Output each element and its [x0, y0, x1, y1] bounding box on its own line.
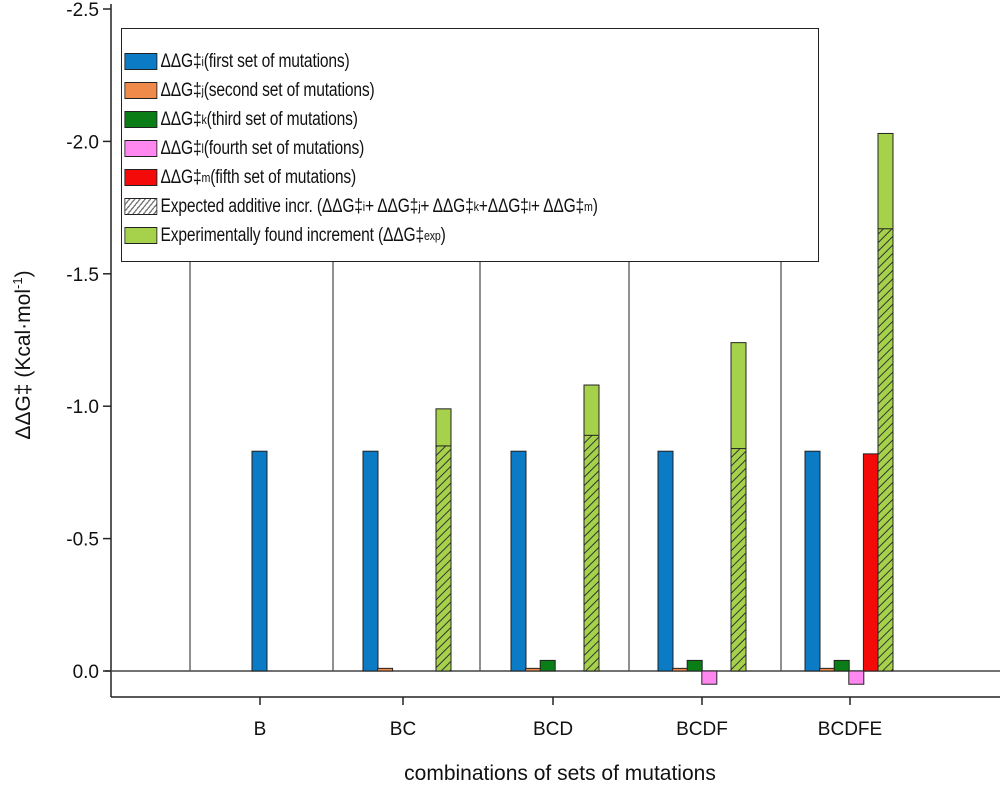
- legend-text: + ΔΔG‡: [530, 195, 585, 217]
- bar-series2-bcdfe: [819, 667, 836, 672]
- x-tick-label-b: B: [254, 719, 267, 740]
- legend-text: ): [440, 224, 446, 246]
- legend-item-1: ΔΔG‡ i (first set of mutations): [122, 47, 693, 76]
- legend-text: ΔΔG‡: [160, 108, 202, 130]
- bar-expected-additive-bcd: [583, 434, 600, 672]
- legend-text: ΔΔG‡: [160, 79, 202, 101]
- legend-text: + ΔΔG‡: [365, 195, 419, 217]
- legend-text: ΔΔG‡: [160, 166, 202, 188]
- y-label-end: ): [12, 270, 35, 277]
- y-tick-label: -1.0: [66, 397, 99, 418]
- legend-swatch: [124, 111, 158, 128]
- legend-text: +ΔΔG‡: [478, 195, 529, 217]
- bar-series4-bcdf: [701, 670, 718, 685]
- legend: ΔΔG‡ i (first set of mutations) ΔΔG‡ j (sec…: [121, 28, 819, 262]
- bar-series3-bcdf: [686, 659, 703, 672]
- bar-series4-bcdfe: [848, 670, 865, 685]
- legend-item-6: Expected additive incr. (ΔΔG‡ i + ΔΔG‡ j +…: [122, 192, 693, 221]
- legend-text: (fourth set of mutations): [203, 137, 365, 159]
- legend-swatch: [124, 198, 158, 215]
- y-label-sup: -1: [10, 277, 25, 289]
- y-tick-label: -2.0: [66, 132, 99, 153]
- legend-text: Expected additive incr. (ΔΔG‡: [160, 195, 363, 217]
- x-axis-label: combinations of sets of mutations: [404, 762, 716, 785]
- bar-expected-additive-bcdfe: [877, 228, 894, 672]
- legend-text: (first set of mutations): [203, 50, 350, 72]
- x-tick-label-bcdf: BCDF: [676, 719, 728, 740]
- y-tick-label: -0.5: [66, 530, 99, 551]
- x-tick-label-bc: BC: [390, 719, 416, 740]
- y-tick-label: -1.5: [66, 265, 99, 286]
- legend-text: + ΔΔG‡: [420, 195, 474, 217]
- legend-swatch: [124, 82, 158, 99]
- legend-item-5: ΔΔG‡ m (fifth set of mutations): [122, 163, 693, 192]
- legend-text: (third set of mutations): [206, 108, 358, 130]
- legend-item-2: ΔΔG‡ j (second set of mutations): [122, 76, 693, 105]
- y-label-main: ΔΔG‡ (Kcal·mol: [12, 289, 35, 440]
- legend-text: ): [592, 195, 598, 217]
- bar-series2-bcd: [525, 667, 542, 672]
- y-tick-label: -2.5: [66, 0, 99, 21]
- bar-series1-bcdfe: [804, 450, 821, 672]
- y-tick-label: 0.0: [73, 662, 99, 683]
- legend-swatch: [124, 140, 158, 157]
- x-tick-label-bcdfe: BCDFE: [818, 719, 882, 740]
- bar-series3-bcdfe: [833, 659, 850, 672]
- bar-expected-additive-bcdf: [730, 448, 747, 672]
- bar-series3-bcd: [539, 659, 556, 672]
- legend-text: (second set of mutations): [203, 79, 375, 101]
- bar-series2-bcdf: [672, 667, 689, 672]
- legend-swatch: [124, 227, 158, 244]
- bar-series1-bcdf: [657, 450, 674, 672]
- bar-series5-bcdfe: [862, 453, 879, 672]
- legend-text: (fifth set of mutations): [210, 166, 357, 188]
- legend-item-4: ΔΔG‡ l (fourth set of mutations): [122, 134, 693, 163]
- legend-item-3: ΔΔG‡ k (third set of mutations): [122, 105, 693, 134]
- legend-swatch: [124, 53, 158, 70]
- y-axis-label: ΔΔG‡ (Kcal·mol-1): [10, 270, 35, 439]
- legend-swatch: [124, 169, 158, 186]
- legend-text: Experimentally found increment (ΔΔG‡: [160, 224, 425, 246]
- bar-series2-bc: [377, 667, 394, 672]
- bar-series1-b: [251, 450, 268, 672]
- bar-expected-additive-bc: [435, 445, 452, 672]
- bars: [251, 132, 894, 685]
- legend-item-7: Experimentally found increment (ΔΔG‡ exp): [122, 221, 693, 250]
- axes: -2.5 -2.0 -1.5 -1.0 -0.5 0.0 B BC BCD BCDF BCDFE: [66, 0, 1000, 740]
- bar-series1-bcd: [510, 450, 527, 672]
- x-tick-label-bcd: BCD: [533, 719, 573, 740]
- legend-text: ΔΔG‡: [160, 50, 202, 72]
- legend-text: ΔΔG‡: [160, 137, 202, 159]
- bar-series1-bc: [362, 450, 379, 672]
